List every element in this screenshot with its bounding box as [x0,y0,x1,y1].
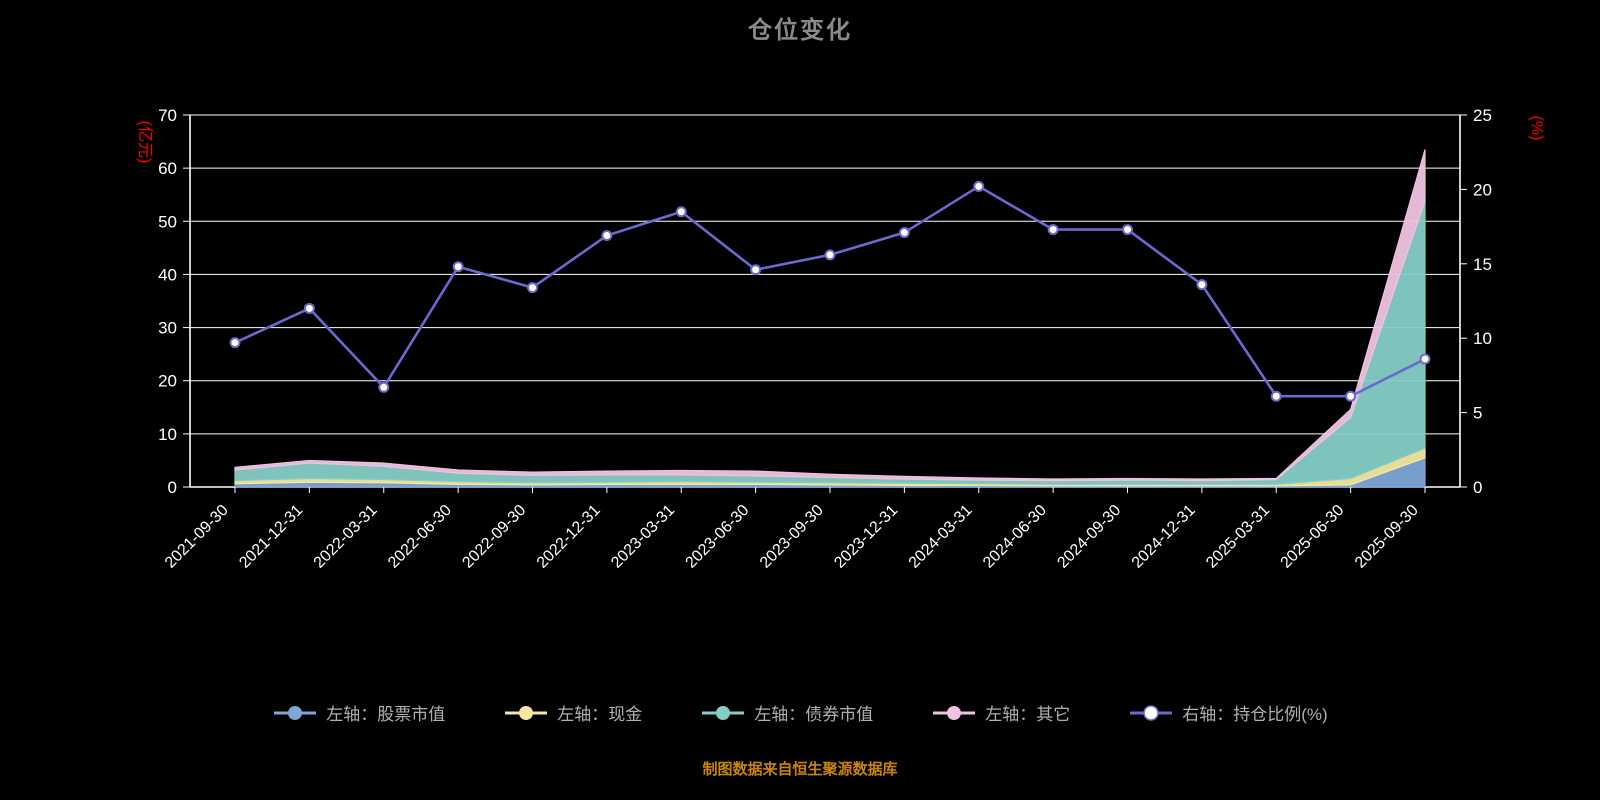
svg-text:2022-09-30: 2022-09-30 [459,502,529,572]
ratio-point-marker [824,249,836,261]
svg-text:20: 20 [1473,180,1492,199]
svg-text:2021-12-31: 2021-12-31 [236,502,306,572]
svg-text:40: 40 [158,265,177,284]
svg-text:(%): (%) [1528,116,1545,141]
ratio-point-marker [675,206,687,218]
legend-item[interactable]: 右轴：持仓比例(%) [1128,700,1328,725]
ratio-point-marker [750,264,762,276]
legend-marker-icon [505,705,548,720]
svg-text:5: 5 [1473,404,1482,423]
svg-text:2023-03-31: 2023-03-31 [608,502,678,572]
area-series [234,149,1426,482]
chart-title: 仓位变化 [748,17,852,44]
legend-marker-icon [702,705,745,720]
svg-text:2024-12-31: 2024-12-31 [1129,502,1199,572]
svg-text:2024-03-31: 2024-03-31 [906,502,976,572]
svg-text:2023-06-30: 2023-06-30 [683,502,753,572]
svg-text:25: 25 [1473,106,1492,125]
area-series [234,200,1426,485]
ratio-point-marker [898,227,910,239]
ratio-point-marker [527,282,538,294]
svg-text:2024-09-30: 2024-09-30 [1054,502,1124,572]
ratio-point-marker [378,381,390,393]
svg-text:2021-09-30: 2021-09-30 [162,502,232,572]
gridlines [183,114,1460,488]
ratio-point-marker [1419,353,1431,365]
left-axis-tick-labels: 0 10 20 30 40 50 60 70 [158,106,177,497]
legend-marker-icon [274,705,317,720]
svg-text:(亿元): (亿元) [136,121,154,164]
svg-text:2024-06-30: 2024-06-30 [980,502,1050,572]
svg-text:0: 0 [1473,478,1482,497]
svg-text:15: 15 [1473,255,1492,274]
svg-text:2025-06-30: 2025-06-30 [1278,502,1348,572]
svg-text:30: 30 [158,319,177,338]
legend-item[interactable]: 左轴：其它 [931,700,1070,725]
legend-item[interactable]: 左轴：现金 [503,700,642,725]
legend-label: 左轴：股票市值 [326,705,446,724]
svg-text:70: 70 [158,106,177,125]
svg-text:50: 50 [158,212,177,231]
right-axis-tick-labels: 0 5 10 15 20 25 [1460,106,1492,497]
legend-item[interactable]: 左轴：债券市值 [700,700,873,725]
ratio-line [234,185,1426,398]
axis-lines [189,115,1461,487]
legend-label: 左轴：现金 [557,705,643,724]
svg-text:10: 10 [158,425,177,444]
ratio-point-marker [452,261,464,273]
ratio-point-marker [601,230,613,242]
legend-label: 左轴：其它 [985,705,1071,724]
svg-text:10: 10 [1473,329,1492,348]
ratio-point-marker [229,337,241,349]
source-note: 制图数据来自恒生聚源数据库 [702,761,898,778]
svg-text:2025-03-31: 2025-03-31 [1203,502,1273,572]
ratio-point-marker [1270,390,1282,402]
svg-text:2023-12-31: 2023-12-31 [831,502,901,572]
chart-legend: 左轴：股票市值 左轴：现金 左轴：债券市值 左轴：其它 右轴：持仓比例(%) [0,700,1600,725]
ratio-point-marker [303,302,315,314]
svg-text:20: 20 [158,372,177,391]
x-axis-labels: 2021-09-30 2021-12-31 2022-03-31 2022-06-30… [162,487,1426,572]
legend-item[interactable]: 左轴：股票市值 [272,700,445,725]
ratio-point-marker [1047,224,1059,236]
svg-text:2025-09-30: 2025-09-30 [1352,502,1422,572]
svg-text:2022-12-31: 2022-12-31 [534,502,604,572]
ratio-line-series [229,180,1431,402]
ratio-point-marker [973,180,985,192]
legend-marker-icon [1130,704,1173,721]
ratio-point-marker [1345,390,1357,402]
svg-text:2023-09-30: 2023-09-30 [757,502,827,572]
legend-label: 左轴：债券市值 [754,705,874,724]
svg-text:2022-03-31: 2022-03-31 [311,502,381,572]
legend-marker-icon [933,705,976,720]
ratio-point-marker [1196,279,1208,291]
axis-unit-labels: (亿元) (%) [136,116,1545,164]
stacked-areas [234,149,1426,488]
position-change-chart: 0 10 20 30 40 50 60 70 0 5 10 15 20 25 (亿元) (%) 2021-09-… [136,106,1545,572]
svg-text:60: 60 [158,159,177,178]
svg-text:2022-06-30: 2022-06-30 [385,502,455,572]
ratio-point-marker [1122,224,1133,236]
svg-text:0: 0 [168,478,177,497]
legend-label: 右轴：持仓比例(%) [1182,705,1328,724]
